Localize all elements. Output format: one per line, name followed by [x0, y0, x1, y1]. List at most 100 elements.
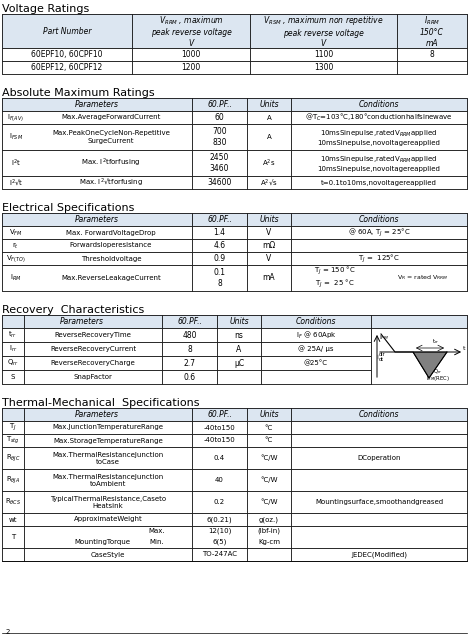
Text: 1000: 1000 [182, 50, 201, 59]
Text: V$_{FM}$: V$_{FM}$ [9, 227, 23, 238]
Text: Parameters: Parameters [75, 100, 119, 109]
Text: ReverseRecoveryCurrent: ReverseRecoveryCurrent [50, 346, 136, 352]
Text: ReverseRecoveryTime: ReverseRecoveryTime [54, 332, 131, 338]
Text: I$^{2}$t: I$^{2}$t [11, 157, 21, 169]
Bar [2, 434, 467, 447]
Bar [2, 421, 24, 434]
Text: 6(0.21): 6(0.21) [207, 516, 232, 523]
Text: -40to150: -40to150 [204, 438, 235, 443]
Bar [2, 111, 467, 124]
Text: 10msSinepulse,ratedV$_{RRM}$applied
10msSinepulse,novoltagereapplied: 10msSinepulse,ratedV$_{RRM}$applied 10ms… [318, 155, 440, 172]
Text: @ 25A/ µs: @ 25A/ µs [298, 346, 334, 352]
Bar [24, 421, 192, 434]
Text: Parameters: Parameters [75, 410, 119, 419]
Text: ApproximateWeight: ApproximateWeight [74, 516, 143, 523]
Bar [2, 315, 467, 328]
Bar [247, 124, 291, 150]
Text: °C: °C [265, 438, 273, 443]
Text: I$_{FM}$: I$_{FM}$ [379, 333, 389, 342]
Bar [24, 370, 162, 384]
Bar [291, 447, 467, 469]
Bar [250, 61, 397, 74]
Bar [162, 342, 217, 356]
Bar [192, 421, 247, 434]
Text: ReverseRecoveryCharge: ReverseRecoveryCharge [51, 360, 136, 366]
Bar [291, 111, 467, 124]
Bar [192, 176, 247, 189]
Bar [247, 150, 291, 176]
Text: 0.1
8: 0.1 8 [213, 268, 226, 288]
Bar [250, 14, 397, 48]
Text: S: S [11, 374, 15, 380]
Text: TO-247AC: TO-247AC [202, 551, 237, 557]
Bar [247, 491, 291, 513]
Text: 4.6: 4.6 [213, 241, 226, 250]
Bar [2, 252, 192, 265]
Bar [192, 226, 247, 239]
Text: Part Number: Part Number [43, 26, 91, 36]
Bar [192, 491, 247, 513]
Bar [2, 408, 467, 421]
Text: 60.PF..: 60.PF.. [207, 410, 232, 419]
Bar [291, 176, 467, 189]
Text: 12(10): 12(10) [208, 528, 231, 534]
Bar [24, 469, 192, 491]
Bar [192, 513, 247, 526]
Text: Max.JunctionTemperatureRange: Max.JunctionTemperatureRange [53, 424, 164, 431]
Bar [132, 14, 250, 48]
Text: Thresholdvoltage: Thresholdvoltage [81, 256, 141, 261]
Text: 0.6: 0.6 [183, 373, 196, 381]
Text: 2.7: 2.7 [183, 358, 196, 367]
Text: Min.: Min. [150, 539, 164, 545]
Bar [291, 526, 467, 548]
Bar [192, 124, 247, 150]
Text: T: T [11, 534, 15, 540]
Text: T$_{stg}$: T$_{stg}$ [6, 435, 20, 446]
Bar [2, 150, 192, 176]
Text: @ 60A, T$_{J}$ = 25°C: @ 60A, T$_{J}$ = 25°C [348, 226, 410, 239]
Bar [162, 356, 217, 370]
Bar [2, 434, 24, 447]
Text: SnapFactor: SnapFactor [74, 374, 113, 380]
Text: 0.4: 0.4 [214, 455, 225, 461]
Text: 2450
3460: 2450 3460 [210, 153, 229, 173]
Text: Recovery  Characteristics: Recovery Characteristics [2, 305, 144, 315]
Text: 10msSinepulse,ratedV$_{RRM}$applied
10msSinepulse,novoltagereapplied: 10msSinepulse,ratedV$_{RRM}$applied 10ms… [318, 128, 440, 146]
Bar [2, 61, 467, 74]
Bar [24, 548, 192, 561]
Text: 2: 2 [6, 629, 10, 635]
Bar [162, 328, 217, 342]
Text: Conditions: Conditions [359, 215, 399, 224]
Bar [291, 265, 467, 291]
Bar [162, 315, 217, 328]
Text: R$_{θJC}$: R$_{θJC}$ [6, 452, 20, 464]
Text: Max.AverageForwardCurrent: Max.AverageForwardCurrent [61, 114, 161, 121]
Bar [2, 252, 467, 265]
Text: 60: 60 [215, 113, 224, 122]
Text: g(oz.): g(oz.) [259, 516, 279, 523]
Bar [2, 370, 371, 384]
Bar [291, 408, 467, 421]
Text: Max.ThermalResistanceJunction
toAmbient: Max.ThermalResistanceJunction toAmbient [53, 473, 164, 486]
Bar [247, 265, 291, 291]
Bar [291, 124, 467, 150]
Text: -40to150: -40to150 [204, 424, 235, 431]
Text: I$_{FSM}$: I$_{FSM}$ [9, 132, 23, 142]
Bar [192, 239, 247, 252]
Bar [24, 356, 162, 370]
Bar [247, 434, 291, 447]
Bar [247, 421, 291, 434]
Text: Voltage Ratings: Voltage Ratings [2, 4, 89, 14]
Text: CaseStyle: CaseStyle [91, 551, 125, 557]
Bar [192, 548, 247, 561]
Text: Q$_{rr}$: Q$_{rr}$ [7, 358, 19, 368]
Bar [291, 98, 467, 111]
Text: Forwardsloperesistance: Forwardsloperesistance [70, 242, 152, 249]
Text: 34600: 34600 [207, 178, 232, 187]
Text: Max. ForwardVoltageDrop: Max. ForwardVoltageDrop [66, 229, 156, 236]
Bar [2, 61, 132, 74]
Polygon shape [413, 352, 447, 378]
Bar [24, 342, 162, 356]
Bar [291, 548, 467, 561]
Text: Conditions: Conditions [359, 410, 399, 419]
